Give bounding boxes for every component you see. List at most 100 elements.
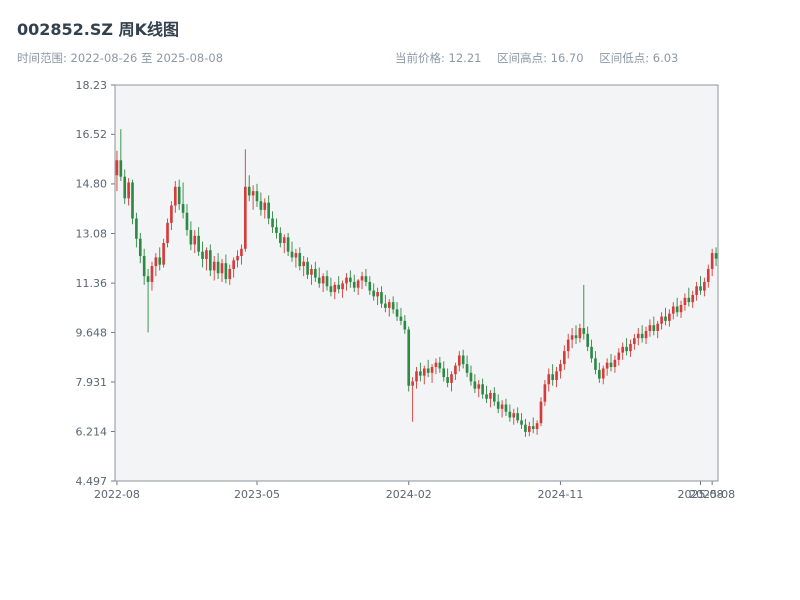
candle-body	[189, 230, 193, 245]
candle-body	[146, 276, 150, 282]
candle-body	[543, 384, 547, 402]
candle-body	[426, 368, 430, 373]
candle-body	[185, 212, 189, 231]
candle-body	[648, 325, 652, 331]
candle-body	[267, 202, 270, 219]
candle-body	[524, 424, 527, 432]
candle-body	[547, 374, 551, 385]
y-axis: 18.23 16.52 14.80 13.08 11.36 9.648 7.931 6.214…	[76, 79, 115, 488]
x-tick-label: 2022-08	[94, 488, 140, 501]
candle-body	[212, 261, 216, 271]
candle-body	[158, 257, 162, 265]
candle-body	[656, 323, 660, 331]
candle-body	[208, 250, 212, 271]
candle-body	[415, 371, 418, 382]
candle-body	[675, 306, 679, 313]
candle-body	[477, 384, 481, 389]
candle-body	[636, 333, 640, 339]
candle-body	[574, 335, 578, 339]
candle-body	[337, 284, 341, 290]
x-tick-label: 2023-05	[234, 488, 280, 501]
candle-body	[570, 335, 574, 340]
candle-body	[496, 401, 500, 409]
candle-body	[240, 248, 243, 256]
candle-body	[446, 377, 449, 383]
candle-body	[687, 297, 691, 303]
candle-body	[119, 160, 123, 177]
candle-body	[629, 343, 632, 352]
candle-body	[469, 372, 473, 382]
candle-body	[699, 286, 702, 291]
candle-body	[500, 404, 504, 409]
candle-body	[644, 330, 648, 339]
range-low-label: 区间低点: 6.03	[599, 51, 679, 65]
candle-body	[457, 355, 461, 366]
candle-body	[504, 404, 508, 412]
candle-body	[138, 238, 142, 256]
x-tick-label: 2025-08	[678, 488, 724, 501]
candle-body	[131, 182, 134, 219]
candle-body	[193, 235, 197, 245]
candle-body	[329, 286, 333, 293]
candle-body	[255, 191, 259, 202]
candle-body	[450, 374, 453, 383]
candle-body	[703, 281, 706, 291]
candle-body	[286, 237, 290, 252]
candle-body	[352, 281, 356, 288]
candle-body	[594, 358, 597, 370]
y-tick-label: 16.52	[76, 128, 108, 141]
candle-body	[170, 205, 173, 223]
plot-area	[115, 85, 718, 481]
candle-body	[419, 371, 422, 376]
candle-body	[598, 369, 601, 379]
candle-body	[492, 392, 496, 402]
candle-body	[555, 371, 558, 380]
candle-body	[633, 338, 636, 344]
candle-body	[356, 280, 360, 288]
candle-body	[224, 263, 228, 280]
candle-body	[244, 186, 247, 249]
candle-body	[135, 218, 138, 239]
candle-body	[325, 276, 329, 287]
candle-body	[399, 316, 403, 321]
candle-body	[294, 253, 298, 258]
candle-body	[306, 261, 309, 275]
candle-body	[625, 346, 628, 352]
candle-body	[617, 352, 621, 360]
candle-body	[380, 292, 383, 304]
candle-body	[368, 281, 372, 291]
candle-body	[201, 251, 204, 259]
candle-body	[563, 351, 566, 365]
candle-body	[220, 263, 224, 274]
candle-body	[302, 261, 306, 267]
candle-body	[535, 423, 539, 430]
candle-body	[465, 364, 469, 373]
candle-body	[531, 426, 535, 430]
candle-body	[154, 257, 158, 267]
candle-body	[127, 182, 130, 199]
candle-body	[166, 222, 169, 244]
candle-body	[298, 253, 302, 267]
candle-body	[586, 333, 589, 347]
candle-body	[387, 302, 391, 308]
candle-body	[621, 346, 625, 353]
candle-body	[395, 309, 399, 317]
candle-body	[290, 251, 294, 258]
y-tick-label: 6.214	[76, 425, 108, 438]
candle-body	[310, 268, 313, 275]
candle-body	[683, 297, 687, 306]
candle-body	[205, 250, 208, 259]
candle-body	[372, 290, 376, 297]
candle-body	[582, 328, 586, 334]
y-tick-label: 18.23	[76, 79, 108, 92]
y-tick-label: 11.36	[76, 277, 108, 290]
candle-body	[551, 374, 554, 380]
candle-body	[668, 313, 671, 321]
candle-body	[341, 283, 344, 290]
candle-body	[173, 186, 177, 206]
candle-body	[473, 381, 477, 389]
candle-body	[411, 381, 414, 386]
candle-body	[345, 277, 348, 284]
